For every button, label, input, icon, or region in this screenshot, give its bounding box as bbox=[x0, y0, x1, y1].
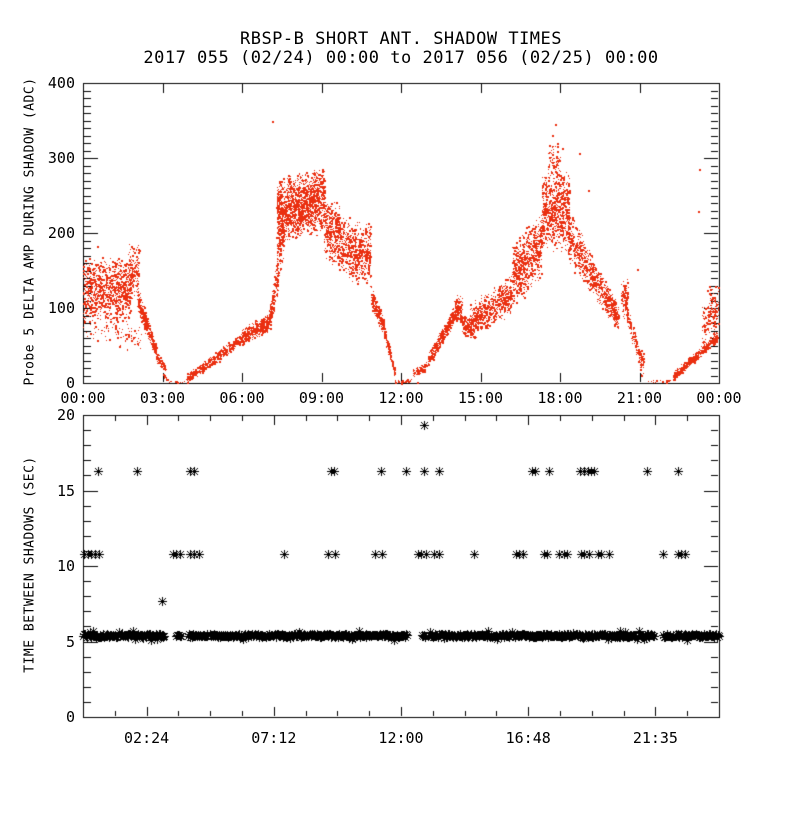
top-x-tick-label: 12:00 bbox=[378, 389, 424, 407]
bottom-y-tick-label: 15 bbox=[56, 482, 75, 500]
bottom-x-tick-label: 16:48 bbox=[505, 729, 551, 747]
top-x-tick-label: 21:00 bbox=[616, 389, 663, 407]
top-y-tick-label: 200 bbox=[47, 224, 75, 242]
top-x-tick-label: 18:00 bbox=[537, 389, 583, 407]
top-y-tick-label: 300 bbox=[47, 149, 75, 167]
top-x-tick-label: 09:00 bbox=[298, 389, 345, 407]
bottom-y-tick-label: 5 bbox=[65, 633, 75, 651]
plot-title: RBSP-B SHORT ANT. SHADOW TIMES bbox=[239, 29, 563, 49]
top-x-tick-label: 00:00 bbox=[60, 389, 106, 407]
bottom-y-tick-label: 0 bbox=[65, 708, 75, 726]
bottom-x-tick-label: 02:24 bbox=[124, 729, 170, 747]
bottom-y-tick-label: 20 bbox=[56, 406, 75, 424]
bottom-x-tick-label: 21:35 bbox=[632, 729, 678, 747]
top-x-tick-label: 00:00 bbox=[696, 389, 742, 407]
top-x-tick-label: 03:00 bbox=[139, 389, 186, 407]
bottom-y-tick-label: 10 bbox=[56, 557, 75, 575]
top-x-tick-label: 06:00 bbox=[219, 389, 265, 407]
top-y-tick-label: 0 bbox=[65, 374, 75, 392]
bottom-x-tick-label: 12:00 bbox=[378, 729, 424, 747]
plot-subtitle: 2017 055 (02/24) 00:00 to 2017 056 (02/2… bbox=[143, 48, 659, 68]
top-x-tick-label: 15:00 bbox=[457, 389, 504, 407]
bottom-x-tick-label: 07:12 bbox=[251, 729, 297, 747]
top-y-tick-label: 400 bbox=[47, 74, 75, 92]
top-y-tick-label: 100 bbox=[47, 299, 75, 317]
